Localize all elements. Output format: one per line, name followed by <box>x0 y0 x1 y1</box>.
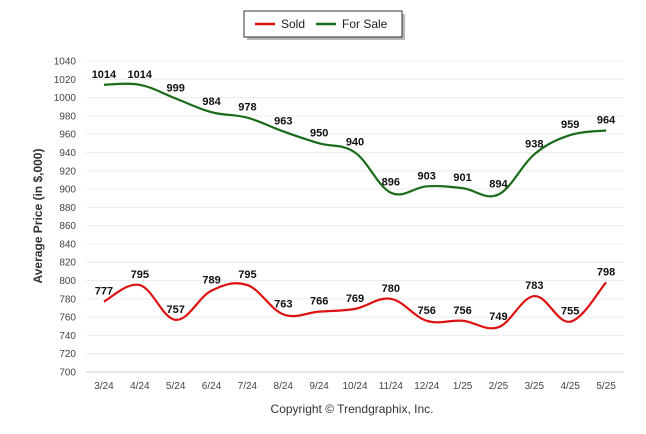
legend-label-for-sale: For Sale <box>342 17 388 31</box>
x-tick-label: 6/24 <box>202 381 222 392</box>
data-label-for-sale: 896 <box>382 177 400 189</box>
x-tick-label: 4/24 <box>130 381 150 392</box>
data-label-sold: 789 <box>202 275 220 287</box>
y-axis-ticks: 700 720 740 760 780 800 820 840 860 880 900 920 940 9… <box>54 57 77 379</box>
y-tick-label: 700 <box>59 368 76 379</box>
data-label-for-sale: 984 <box>202 96 221 108</box>
series-lines <box>103 82 607 330</box>
data-label-sold: 777 <box>95 286 113 298</box>
data-label-sold: 795 <box>238 269 256 281</box>
data-label-sold: 780 <box>382 283 400 295</box>
y-tick-label: 1040 <box>54 57 77 68</box>
x-tick-label: 8/24 <box>274 381 294 392</box>
x-tick-label: 5/25 <box>596 381 616 392</box>
series-line-sold <box>103 281 607 330</box>
data-label-sold: 756 <box>453 305 471 317</box>
y-tick-label: 720 <box>59 349 76 360</box>
y-tick-label: 900 <box>59 185 76 196</box>
x-tick-label: 7/24 <box>238 381 258 392</box>
legend-label-sold: Sold <box>281 17 305 31</box>
data-label-for-sale: 963 <box>274 115 292 127</box>
data-label-for-sale: 999 <box>166 83 184 95</box>
y-tick-label: 860 <box>59 221 76 232</box>
x-axis-ticks: 3/24 4/24 5/24 6/24 7/24 8/24 9/24 10/24 11/24 12… <box>94 381 616 392</box>
data-label-sold: 798 <box>597 266 615 278</box>
data-label-sold: 763 <box>274 298 292 310</box>
data-labels: 777 795 757 789 795 763 766 769 780 756 756 749 783 7… <box>92 69 616 323</box>
y-tick-label: 780 <box>59 294 76 305</box>
y-axis-title: Average Price (in $,000) <box>31 149 45 284</box>
legend: Sold For Sale <box>243 10 405 40</box>
data-label-for-sale: 1014 <box>128 69 153 81</box>
x-tick-label: 11/24 <box>379 381 404 392</box>
data-label-sold: 795 <box>131 269 149 281</box>
x-tick-label: 3/25 <box>525 381 545 392</box>
data-label-for-sale: 950 <box>310 127 328 139</box>
x-tick-label: 10/24 <box>342 381 367 392</box>
gridlines <box>86 60 624 373</box>
data-label-sold: 755 <box>561 306 579 318</box>
data-label-for-sale: 903 <box>418 170 436 182</box>
copyright-text: Copyright © Trendgraphix, Inc. <box>271 402 434 416</box>
y-tick-label: 840 <box>59 239 76 250</box>
y-tick-label: 880 <box>59 203 76 214</box>
y-tick-label: 980 <box>59 111 76 122</box>
data-label-for-sale: 978 <box>238 102 256 114</box>
y-tick-label: 920 <box>59 166 76 177</box>
y-tick-label: 960 <box>59 130 76 141</box>
data-label-for-sale: 1014 <box>92 69 117 81</box>
x-tick-label: 12/24 <box>414 381 439 392</box>
data-label-for-sale: 901 <box>453 172 471 184</box>
data-label-sold: 756 <box>418 305 436 317</box>
y-tick-label: 760 <box>59 313 76 324</box>
data-label-sold: 757 <box>166 304 184 316</box>
data-label-for-sale: 894 <box>489 179 508 191</box>
y-tick-label: 800 <box>59 276 76 287</box>
y-tick-label: 820 <box>59 258 76 269</box>
y-tick-label: 1020 <box>54 75 77 86</box>
x-tick-label: 5/24 <box>166 381 186 392</box>
data-label-sold: 769 <box>346 293 364 305</box>
x-tick-label: 9/24 <box>309 381 329 392</box>
data-label-sold: 766 <box>310 296 328 308</box>
series-line-for-sale <box>103 82 607 198</box>
data-label-for-sale: 940 <box>346 136 364 148</box>
y-tick-label: 1000 <box>54 93 77 104</box>
data-label-for-sale: 959 <box>561 119 579 131</box>
data-label-sold: 749 <box>489 311 507 323</box>
x-tick-label: 2/25 <box>489 381 509 392</box>
x-tick-label: 1/25 <box>453 381 473 392</box>
x-tick-label: 3/24 <box>94 381 114 392</box>
x-tick-label: 4/25 <box>560 381 580 392</box>
data-label-for-sale: 938 <box>525 138 543 150</box>
data-label-sold: 783 <box>525 280 543 292</box>
y-tick-label: 740 <box>59 331 76 342</box>
y-tick-label: 940 <box>59 148 76 159</box>
data-label-for-sale: 964 <box>597 115 616 127</box>
